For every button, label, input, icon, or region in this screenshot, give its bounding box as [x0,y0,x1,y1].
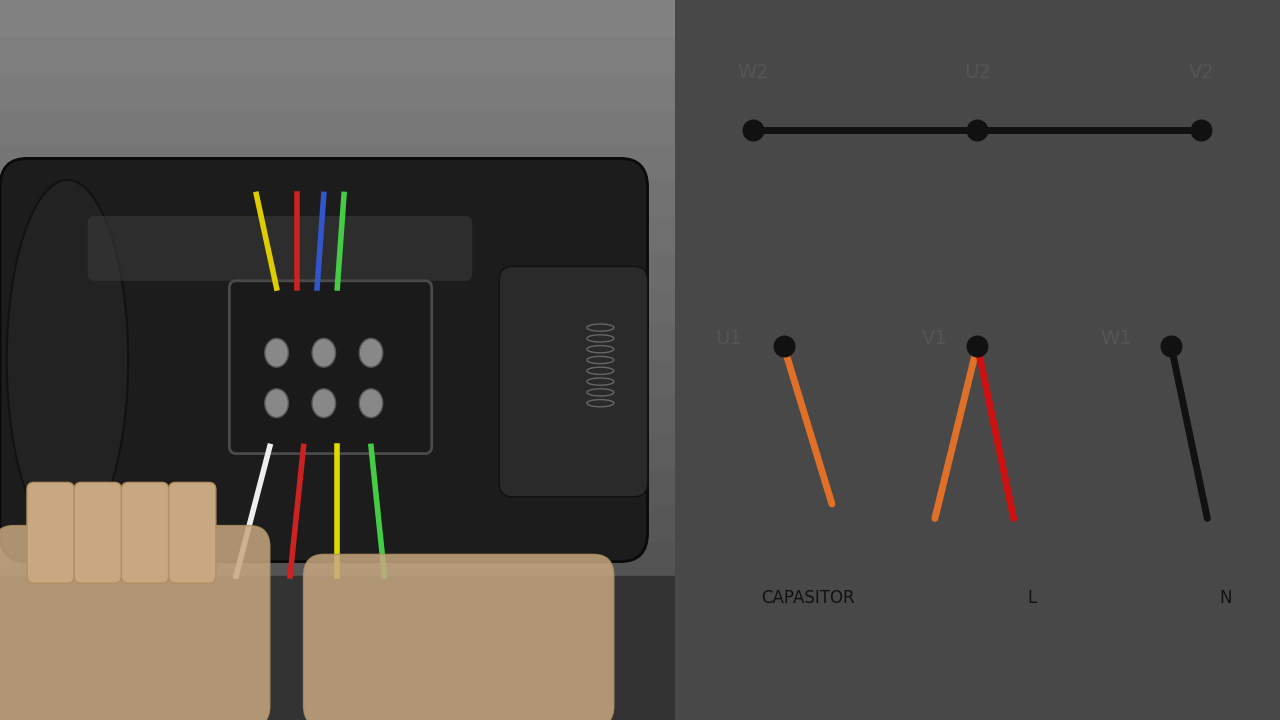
Bar [0,504,675,540]
Ellipse shape [312,389,335,418]
FancyBboxPatch shape [27,482,74,583]
Bar [0,576,675,720]
Point [773,340,794,351]
Bar [0,576,675,612]
FancyBboxPatch shape [499,266,648,497]
Bar [0,432,675,468]
Bar [0,612,675,648]
Bar [0,324,675,360]
Bar [0,540,675,576]
Point [968,124,988,135]
Ellipse shape [312,338,335,367]
Ellipse shape [6,180,128,540]
Bar [0,360,675,396]
FancyBboxPatch shape [229,281,431,454]
Point [742,124,763,135]
Point [1192,124,1212,135]
Text: V2: V2 [1188,63,1215,81]
Bar [0,468,675,504]
Text: U1: U1 [716,329,742,348]
FancyBboxPatch shape [122,482,169,583]
Text: U2: U2 [964,63,991,81]
Bar [0,684,675,720]
Ellipse shape [360,389,383,418]
FancyBboxPatch shape [303,554,614,720]
Bar [0,180,675,216]
Bar [0,252,675,288]
Bar [0,144,675,180]
FancyBboxPatch shape [74,482,122,583]
Text: N: N [1220,589,1231,606]
Bar [0,108,675,144]
Bar [0,36,675,72]
Bar [0,72,675,108]
Point [1161,340,1181,351]
FancyBboxPatch shape [169,482,216,583]
Bar [0,648,675,684]
Ellipse shape [265,389,288,418]
FancyBboxPatch shape [88,216,472,281]
FancyBboxPatch shape [0,526,270,720]
Ellipse shape [265,338,288,367]
Bar [0,0,675,36]
Ellipse shape [360,338,383,367]
Bar [0,396,675,432]
Text: CAPASITOR: CAPASITOR [760,589,855,606]
Bar [0,288,675,324]
Text: V1: V1 [922,329,947,348]
Text: L: L [1027,589,1037,606]
Point [968,340,988,351]
Bar [0,216,675,252]
Text: W1: W1 [1101,329,1133,348]
Text: W2: W2 [737,63,769,81]
FancyBboxPatch shape [0,158,648,562]
